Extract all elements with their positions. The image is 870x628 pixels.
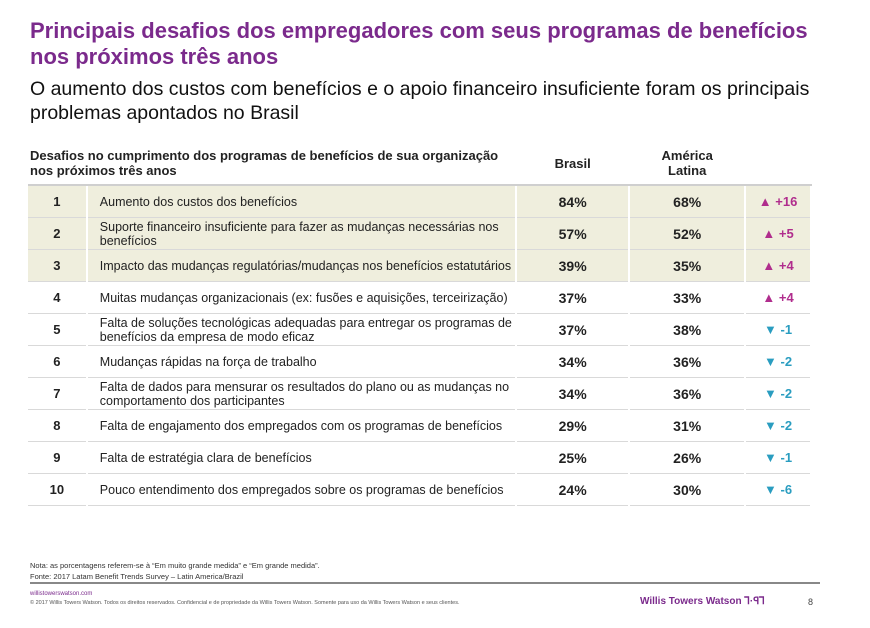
row-challenge: Falta de estratégia clara de benefícios bbox=[86, 441, 518, 474]
row-brasil-value: 84% bbox=[516, 185, 631, 218]
row-brasil-value: 25% bbox=[516, 441, 631, 474]
table-row: 10 Pouco entendimento dos empregados sobr… bbox=[28, 473, 812, 506]
table-header: Desafios no cumprimento dos programas de… bbox=[28, 142, 812, 186]
table-row: 6 Mudanças rápidas na força de trabalho 34… bbox=[28, 345, 812, 378]
row-rank: 4 bbox=[28, 281, 88, 314]
triangle-down-icon: ▼ bbox=[764, 418, 777, 433]
difference-value: -1 bbox=[780, 450, 793, 465]
row-difference: ▲ +5 bbox=[745, 217, 812, 250]
row-difference: ▲ +16 bbox=[745, 185, 812, 218]
row-rank: 9 bbox=[28, 441, 88, 474]
row-rank: 7 bbox=[28, 377, 88, 410]
row-difference: ▲ +4 bbox=[745, 281, 812, 314]
row-latam-value: 52% bbox=[629, 217, 747, 250]
row-brasil-value: 37% bbox=[516, 313, 631, 346]
header-question: Desafios no cumprimento dos programas de… bbox=[28, 142, 518, 186]
row-difference: ▼ -2 bbox=[745, 377, 812, 410]
table-row: 5 Falta de soluções tecnológicas adequada… bbox=[28, 313, 812, 346]
footer-divider bbox=[30, 582, 820, 584]
row-challenge: Falta de engajamento dos empregados com … bbox=[86, 409, 518, 442]
source-note: Fonte: 2017 Latam Benefit Trends Survey … bbox=[30, 572, 244, 581]
row-difference: ▼ -2 bbox=[745, 345, 812, 378]
triangle-up-icon: ▲ bbox=[758, 194, 772, 209]
row-challenge: Aumento dos custos dos benefícios bbox=[86, 185, 518, 218]
slide-title: Principais desafios dos empregadores com… bbox=[30, 18, 808, 69]
triangle-up-icon: ▲ bbox=[762, 258, 776, 273]
row-rank: 10 bbox=[28, 473, 88, 506]
row-rank: 1 bbox=[28, 185, 88, 218]
row-difference: ▲ +4 bbox=[745, 249, 812, 282]
difference-value: +5 bbox=[778, 226, 794, 241]
header-brasil: Brasil bbox=[516, 142, 631, 186]
table-row: 8 Falta de engajamento dos empregados com… bbox=[28, 409, 812, 442]
difference-value: -2 bbox=[780, 386, 793, 401]
row-latam-value: 38% bbox=[629, 313, 747, 346]
slide-subtitle: O aumento dos custos com benefícios e o … bbox=[30, 78, 810, 124]
row-rank: 8 bbox=[28, 409, 88, 442]
header-latam: América Latina bbox=[629, 142, 747, 186]
row-difference: ▼ -6 bbox=[745, 473, 812, 506]
row-latam-value: 36% bbox=[629, 377, 747, 410]
row-brasil-value: 29% bbox=[516, 409, 631, 442]
table-row: 7 Falta de dados para mensurar os resulta… bbox=[28, 377, 812, 410]
row-latam-value: 26% bbox=[629, 441, 747, 474]
row-latam-value: 35% bbox=[629, 249, 747, 282]
row-difference: ▼ -1 bbox=[745, 441, 812, 474]
triangle-down-icon: ▼ bbox=[764, 386, 777, 401]
row-latam-value: 33% bbox=[629, 281, 747, 314]
row-rank: 2 bbox=[28, 217, 88, 250]
triangle-down-icon: ▼ bbox=[764, 354, 777, 369]
row-rank: 6 bbox=[28, 345, 88, 378]
row-latam-value: 68% bbox=[629, 185, 747, 218]
triangle-down-icon: ▼ bbox=[764, 482, 777, 497]
table-row: 3 Impacto das mudanças regulatórias/mudan… bbox=[28, 249, 812, 282]
row-challenge: Suporte financeiro insuficiente para faz… bbox=[86, 217, 518, 250]
row-rank: 3 bbox=[28, 249, 88, 282]
triangle-up-icon: ▲ bbox=[762, 226, 776, 241]
row-difference: ▼ -1 bbox=[745, 313, 812, 346]
row-latam-value: 30% bbox=[629, 473, 747, 506]
table-row: 1 Aumento dos custos dos benefícios 84% 68%… bbox=[28, 185, 812, 218]
triangle-down-icon: ▼ bbox=[764, 450, 777, 465]
row-brasil-value: 57% bbox=[516, 217, 631, 250]
table-row: 9 Falta de estratégia clara de benefícios… bbox=[28, 441, 812, 474]
row-brasil-value: 34% bbox=[516, 345, 631, 378]
row-difference: ▼ -2 bbox=[745, 409, 812, 442]
difference-value: -1 bbox=[780, 322, 793, 337]
copyright: © 2017 Willis Towers Watson. Todos os di… bbox=[30, 600, 460, 606]
row-brasil-value: 34% bbox=[516, 377, 631, 410]
difference-value: -6 bbox=[780, 482, 793, 497]
row-challenge: Muitas mudanças organizacionais (ex: fus… bbox=[86, 281, 518, 314]
difference-value: +4 bbox=[778, 290, 794, 305]
difference-value: -2 bbox=[780, 418, 793, 433]
table-row: 4 Muitas mudanças organizacionais (ex: fu… bbox=[28, 281, 812, 314]
footnote: Nota: as porcentagens referem-se à “Em m… bbox=[30, 561, 320, 570]
row-rank: 5 bbox=[28, 313, 88, 346]
triangle-down-icon: ▼ bbox=[764, 322, 777, 337]
row-challenge: Falta de soluções tecnológicas adequadas… bbox=[86, 313, 518, 346]
difference-value: +16 bbox=[775, 194, 798, 209]
table-row: 2 Suporte financeiro insuficiente para fa… bbox=[28, 217, 812, 250]
row-brasil-value: 39% bbox=[516, 249, 631, 282]
header-diff bbox=[745, 142, 812, 186]
page-number: 8 bbox=[808, 597, 814, 607]
company-logo: Willis Towers Watson ꓶ·ꟼꓶ bbox=[640, 596, 765, 607]
row-brasil-value: 24% bbox=[516, 473, 631, 506]
difference-value: -2 bbox=[780, 354, 793, 369]
row-challenge: Impacto das mudanças regulatórias/mudanç… bbox=[86, 249, 518, 282]
row-brasil-value: 37% bbox=[516, 281, 631, 314]
row-challenge: Pouco entendimento dos empregados sobre … bbox=[86, 473, 518, 506]
row-challenge: Mudanças rápidas na força de trabalho bbox=[86, 345, 518, 378]
row-latam-value: 36% bbox=[629, 345, 747, 378]
row-latam-value: 31% bbox=[629, 409, 747, 442]
challenges-table: Desafios no cumprimento dos programas de… bbox=[28, 142, 812, 506]
row-challenge: Falta de dados para mensurar os resultad… bbox=[86, 377, 518, 410]
triangle-up-icon: ▲ bbox=[762, 290, 776, 305]
footer-url[interactable]: willistowerswatson.com bbox=[30, 591, 93, 597]
difference-value: +4 bbox=[778, 258, 794, 273]
